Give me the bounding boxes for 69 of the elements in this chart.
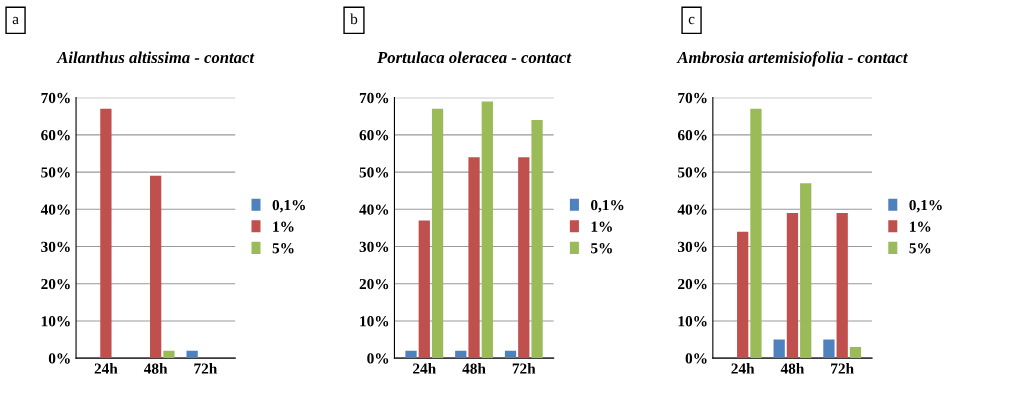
- bar: [100, 108, 112, 359]
- bar: [518, 157, 530, 359]
- x-tick-label: 24h: [413, 363, 436, 374]
- bar: [531, 120, 543, 359]
- text: c: [688, 16, 695, 25]
- bar: [405, 350, 417, 359]
- y-tick-label: 50%: [678, 167, 707, 178]
- bar: [150, 175, 162, 359]
- y-tick-label: 20%: [678, 278, 707, 290]
- text: b: [350, 13, 358, 25]
- bar: [504, 350, 517, 359]
- y-tick-label: 30%: [678, 241, 707, 253]
- y-tick-label: 10%: [360, 316, 389, 327]
- bar: [750, 108, 762, 359]
- y-tick-label: 0%: [685, 353, 707, 364]
- y-tick-label: 70%: [41, 92, 70, 104]
- legend-label: 1%: [910, 221, 931, 232]
- y-tick-label: 20%: [41, 278, 70, 290]
- bar: [786, 213, 799, 359]
- legend-label: 5%: [591, 243, 612, 254]
- y-tick-label: 10%: [678, 316, 707, 327]
- text: a: [12, 16, 19, 25]
- y-tick-label: 60%: [359, 130, 389, 141]
- y-tick-label: 60%: [41, 130, 70, 141]
- y-tick-label: 50%: [359, 167, 389, 178]
- legend-label: 0,1%: [272, 199, 305, 213]
- bar: [455, 350, 467, 359]
- x-tick-label: 48h: [462, 363, 486, 374]
- x-tick-label: 48h: [780, 363, 805, 374]
- legend-label: 0,1%: [909, 199, 942, 213]
- chart-title: Ailanthus altissima - contact: [56, 51, 255, 64]
- legend-label: 0,1%: [591, 199, 624, 213]
- bar: [468, 157, 480, 359]
- y-tick-label: 40%: [40, 204, 70, 215]
- y-tick-label: 20%: [359, 278, 389, 290]
- legend-label: 1%: [591, 221, 612, 232]
- bar: [836, 213, 848, 359]
- bar: [849, 347, 862, 359]
- bar: [418, 220, 430, 359]
- bar: [773, 339, 785, 359]
- bar: [431, 108, 444, 359]
- y-tick-label: 10%: [41, 316, 70, 327]
- bar: [163, 350, 175, 359]
- bar: [186, 350, 198, 359]
- x-tick-label: 72h: [512, 363, 536, 374]
- y-tick-label: 40%: [359, 204, 389, 215]
- chart-title: Ambrosia artemisiofolia - contact: [676, 51, 908, 67]
- y-tick-label: 40%: [677, 204, 707, 215]
- bar: [737, 231, 749, 359]
- legend-label: 5%: [272, 243, 294, 254]
- y-tick-label: 60%: [677, 130, 707, 141]
- legend-label: 5%: [909, 243, 931, 254]
- y-tick-label: 30%: [359, 241, 389, 253]
- y-tick-label: 70%: [678, 92, 707, 104]
- bar: [481, 101, 493, 359]
- y-tick-label: 50%: [41, 167, 70, 178]
- y-tick-label: 0%: [367, 353, 389, 364]
- x-tick-label: 48h: [143, 363, 168, 374]
- x-tick-label: 24h: [94, 363, 118, 374]
- bar: [823, 339, 835, 359]
- x-tick-label: 72h: [831, 363, 854, 374]
- x-tick-label: 72h: [194, 363, 218, 374]
- bar: [800, 183, 812, 359]
- legend-label: 1%: [273, 221, 294, 232]
- x-tick-label: 24h: [731, 363, 755, 374]
- chart-title: Portulaca oleracea - contact: [377, 51, 572, 64]
- y-tick-label: 30%: [41, 241, 70, 253]
- y-tick-label: 0%: [48, 353, 70, 364]
- y-tick-label: 70%: [359, 92, 389, 104]
